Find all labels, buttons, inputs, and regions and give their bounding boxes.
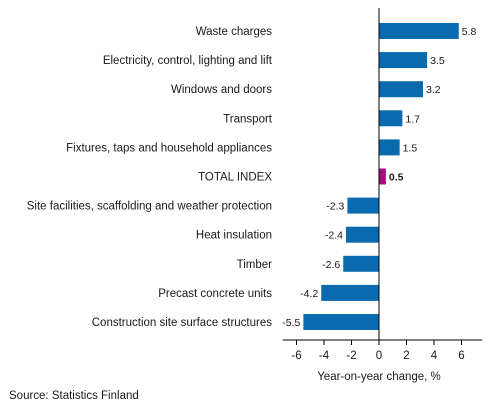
- category-label-waste-charges: Waste charges: [196, 26, 273, 38]
- value-label-waste-charges: 5.8: [462, 26, 477, 38]
- x-axis-title: Year-on-year change, %: [317, 371, 441, 383]
- bar-electricity-control-lighting-and-lift: [379, 52, 428, 69]
- category-label-construction-site-surface-structures: Construction site surface structures: [92, 317, 272, 329]
- x-axis-ticks: -6 -4 -2 0 2 4 6: [291, 340, 465, 362]
- value-label-site-facilities-scaffolding-and-weather-protection: -2.3: [326, 201, 344, 213]
- category-label-transport: Transport: [223, 113, 273, 125]
- bar-construction-site-surface-structures: [303, 314, 380, 330]
- value-label-fixtures-taps-and-household-appliances: 1.5: [403, 142, 418, 154]
- category-label-electricity-control-lighting-and-lift: Electricity, control, lighting and lift: [103, 55, 273, 67]
- bar-timber: [343, 255, 379, 272]
- category-label-total-index: TOTAL INDEX: [198, 172, 272, 184]
- value-label-heat-insulation: -2.4: [325, 230, 343, 242]
- category-label-heat-insulation: Heat insulation: [196, 230, 272, 242]
- value-label-transport: 1.7: [405, 113, 420, 125]
- value-label-construction-site-surface-structures: -5.5: [282, 317, 300, 329]
- category-labels: Waste charges Electricity, control, light…: [27, 26, 273, 329]
- bar-waste-charges: [379, 23, 459, 39]
- x-tick-label: 0: [376, 350, 382, 362]
- bar-fixtures-taps-and-household-appliances: [379, 139, 400, 156]
- x-tick-label: 2: [403, 350, 409, 362]
- x-tick-label: -6: [291, 350, 301, 362]
- category-label-precast-concrete-units: Precast concrete units: [158, 288, 272, 300]
- bar-windows-and-doors: [379, 81, 423, 98]
- x-tick-label: 6: [458, 350, 464, 362]
- bar-transport: [379, 110, 403, 127]
- category-label-fixtures-taps-and-household-appliances: Fixtures, taps and household appliances: [66, 142, 272, 154]
- x-tick-label: 4: [431, 350, 438, 362]
- category-label-timber: Timber: [237, 259, 273, 271]
- x-tick-label: -2: [346, 350, 356, 362]
- bar-heat-insulation: [346, 226, 379, 243]
- value-label-timber: -2.6: [322, 259, 340, 271]
- value-label-precast-concrete-units: -4.2: [300, 288, 318, 300]
- x-tick-label: -4: [319, 350, 330, 362]
- value-label-electricity-control-lighting-and-lift: 3.5: [430, 55, 445, 67]
- bar-precast-concrete-units: [321, 284, 379, 301]
- bar-total-index: [379, 168, 386, 185]
- bar-site-facilities-scaffolding-and-weather-protection: [347, 197, 380, 214]
- value-labels: 5.8 3.5 3.2 1.7 1.5 0.5 -2.3 -2.4 -2.6 -4.2 -5.5: [282, 26, 476, 329]
- value-label-total-index: 0.5: [389, 172, 404, 184]
- value-label-windows-and-doors: 3.2: [426, 84, 441, 96]
- bars-group: [303, 23, 459, 330]
- category-label-windows-and-doors: Windows and doors: [171, 84, 272, 96]
- source-note: Source: Statistics Finland: [9, 390, 139, 402]
- category-label-site-facilities-scaffolding-and-weather-protection: Site facilities, scaffolding and weather…: [27, 201, 272, 213]
